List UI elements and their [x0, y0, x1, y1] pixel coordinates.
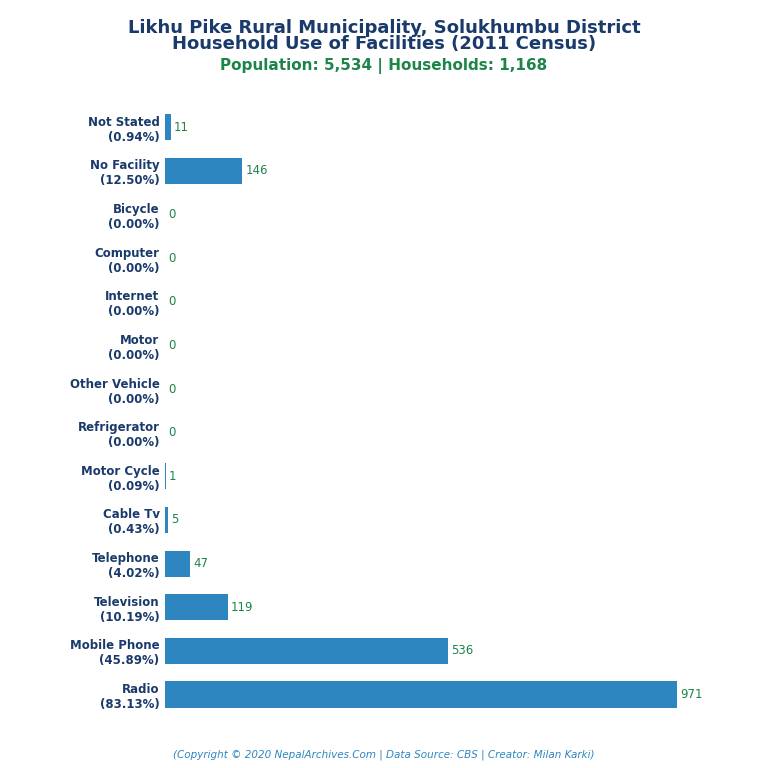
Text: 0: 0	[168, 339, 176, 352]
Text: 0: 0	[168, 208, 176, 221]
Text: Likhu Pike Rural Municipality, Solukhumbu District: Likhu Pike Rural Municipality, Solukhumb…	[127, 19, 641, 37]
Bar	[165, 114, 171, 141]
Bar	[165, 551, 190, 577]
Text: 146: 146	[245, 164, 268, 177]
Bar	[165, 637, 448, 664]
Text: 0: 0	[168, 426, 176, 439]
Text: 1: 1	[169, 470, 177, 483]
Bar	[165, 157, 242, 184]
Text: (Copyright © 2020 NepalArchives.Com | Data Source: CBS | Creator: Milan Karki): (Copyright © 2020 NepalArchives.Com | Da…	[174, 750, 594, 760]
Text: 536: 536	[451, 644, 473, 657]
Text: 5: 5	[171, 514, 178, 527]
Bar	[165, 507, 167, 533]
Text: 119: 119	[231, 601, 253, 614]
Text: 0: 0	[168, 295, 176, 308]
Text: 11: 11	[174, 121, 189, 134]
Text: 47: 47	[193, 557, 208, 570]
Text: 971: 971	[680, 688, 703, 701]
Bar	[165, 681, 677, 707]
Bar	[165, 594, 228, 621]
Text: 0: 0	[168, 382, 176, 396]
Text: Population: 5,534 | Households: 1,168: Population: 5,534 | Households: 1,168	[220, 58, 548, 74]
Text: Household Use of Facilities (2011 Census): Household Use of Facilities (2011 Census…	[172, 35, 596, 52]
Text: 0: 0	[168, 252, 176, 265]
